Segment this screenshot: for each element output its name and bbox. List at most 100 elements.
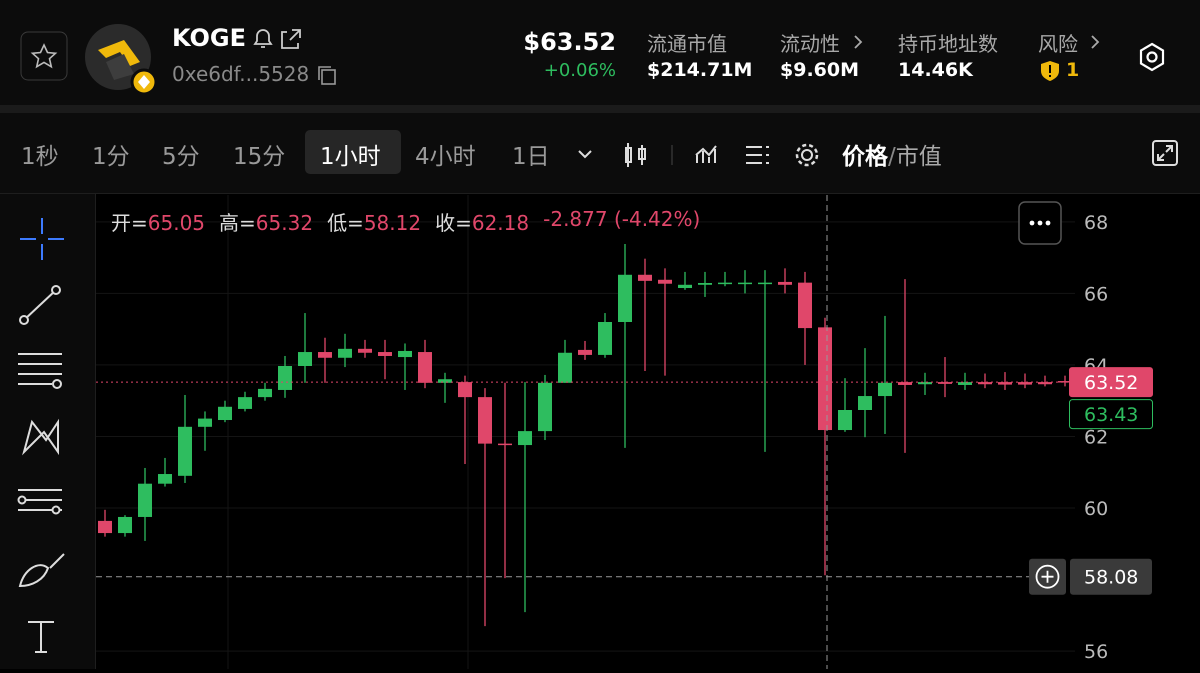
interval[interactable]: 1分 <box>92 144 130 170</box>
candle-body <box>938 382 952 384</box>
candle-body <box>378 352 392 356</box>
interval[interactable]: 1小时 <box>320 144 381 170</box>
stat-value: 14.46K <box>898 59 973 81</box>
price-label-box <box>1069 367 1153 398</box>
ohlc-legend: 开=65.05 高=65.32 低=58.12 收=62.18 -2.877 (-4.4… <box>111 207 700 236</box>
legend-label: 低= <box>327 211 364 235</box>
candle-body <box>898 382 912 385</box>
toolbar: 1秒 1分 5分 15分 1小时 4小时 1日 价格/市值 <box>0 113 1200 194</box>
candle-body <box>698 283 712 285</box>
stat-label: 持币地址数 <box>898 32 998 56</box>
candle-body <box>658 279 672 284</box>
fullscreen-button[interactable] <box>1152 140 1178 166</box>
stat-value: 1 <box>1066 59 1080 81</box>
add-alert-button[interactable] <box>1029 558 1066 595</box>
candle-body <box>298 352 312 366</box>
toggle-option[interactable]: 价格 <box>842 144 888 170</box>
candle-body <box>758 282 772 285</box>
candle-body <box>338 348 352 358</box>
price-label-box <box>1069 399 1153 430</box>
candle-body <box>558 352 572 383</box>
legend-label: 高= <box>219 211 256 235</box>
drawing-tools[interactable] <box>0 194 95 669</box>
interval[interactable]: 4小时 <box>415 144 476 170</box>
candle-body <box>238 397 252 409</box>
candle-body <box>718 282 732 285</box>
candle-body <box>1038 382 1052 385</box>
stat-label: 流通市值 <box>647 32 727 56</box>
token-actions[interactable] <box>250 26 310 52</box>
legend-item: 收=62.18 <box>435 207 529 236</box>
y-tick-label: 66 <box>1084 283 1108 305</box>
more-button[interactable] <box>1018 201 1062 245</box>
token-logo <box>85 24 158 96</box>
candle-body <box>878 382 892 397</box>
button-icon <box>1041 570 1054 583</box>
candle-body <box>578 349 592 355</box>
token-name: KOGE <box>172 24 247 52</box>
candle-body <box>498 443 512 446</box>
risk-icon <box>1041 61 1059 81</box>
settings-button[interactable] <box>1136 41 1168 73</box>
candle-body <box>318 352 332 358</box>
candle-body <box>598 321 612 355</box>
drawing-toolbar <box>0 194 96 669</box>
token-address: 0xe6df...5528 <box>172 62 310 86</box>
price: $63.52 <box>523 28 616 56</box>
chevron <box>854 35 863 49</box>
candle-body <box>418 352 432 383</box>
toggle-option[interactable]: 市值 <box>895 144 942 170</box>
stat-value: $9.60M <box>780 59 860 81</box>
copy-button[interactable] <box>316 64 338 86</box>
candle-body <box>818 327 832 431</box>
candle-body <box>1018 382 1032 385</box>
interval[interactable]: 1日 <box>512 144 550 170</box>
crosshair-label: 58.08 <box>1084 567 1138 589</box>
separator <box>0 105 1200 113</box>
candle-body <box>438 379 452 383</box>
candle-body <box>198 418 212 427</box>
candle-body <box>638 274 652 281</box>
interval[interactable]: 15分 <box>233 144 286 170</box>
chart-tools[interactable] <box>576 143 1076 167</box>
candle-body <box>178 426 192 476</box>
interval[interactable]: 5分 <box>162 144 200 170</box>
candle-body <box>118 516 132 534</box>
legend-value: 58.12 <box>363 211 422 235</box>
y-tick-label: 62 <box>1084 426 1108 448</box>
candle-body <box>258 388 272 398</box>
header: KOGE 0xe6df...5528 $63.52 +0.06% 流通市值 $2… <box>0 0 1200 105</box>
candle-body <box>738 282 752 285</box>
candle-body <box>618 274 632 322</box>
legend-label: 开= <box>111 211 148 235</box>
candle-body <box>278 365 292 390</box>
y-tick-label: 68 <box>1084 212 1108 234</box>
active-interval-bg <box>305 130 401 174</box>
stat-label[interactable]: 流动性 <box>780 32 840 56</box>
crosshair-label-box <box>1070 558 1152 595</box>
legend-item: 高=65.32 <box>219 207 313 236</box>
favorite-button[interactable] <box>20 31 68 81</box>
candle-body <box>138 483 152 517</box>
legend-value: 62.18 <box>471 211 530 235</box>
legend-change: -2.877 (-4.42%) <box>543 207 701 231</box>
interval[interactable]: 1秒 <box>21 144 59 170</box>
legend-value: 65.05 <box>147 211 206 235</box>
price-label: 63.43 <box>1084 404 1138 426</box>
chevron <box>1091 35 1100 49</box>
candle-body <box>538 382 552 432</box>
candle-body <box>838 409 852 431</box>
legend-label: 收= <box>435 211 472 235</box>
candle-body <box>978 382 992 385</box>
stat-value: $214.71M <box>647 59 753 81</box>
candle-body <box>458 382 472 398</box>
toggle-separator: / <box>888 144 896 170</box>
price-toggle[interactable]: 价格/市值 <box>842 137 942 171</box>
candle-body <box>1058 381 1072 383</box>
stat-label[interactable]: 风险 <box>1038 32 1078 56</box>
candle-body <box>358 348 372 353</box>
candle-body <box>798 282 812 329</box>
legend-value: 65.32 <box>255 211 314 235</box>
